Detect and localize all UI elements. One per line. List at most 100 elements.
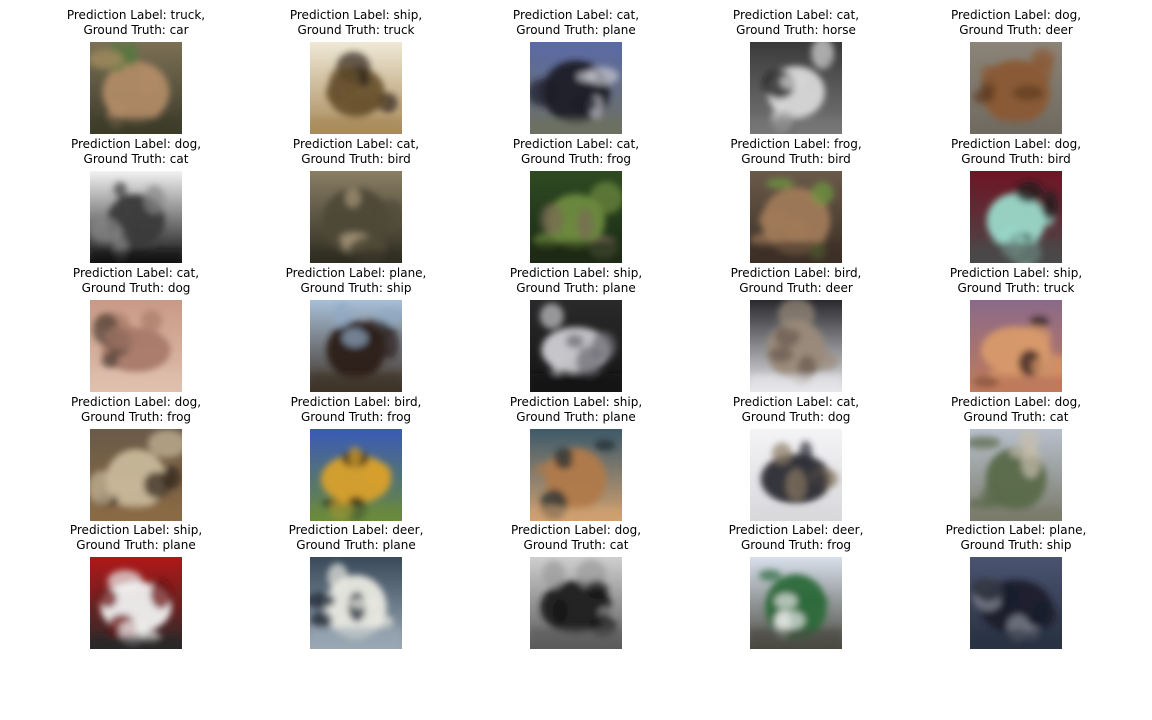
bird-branch-thumbnail <box>90 300 182 392</box>
panel-caption: Prediction Label: frog, Ground Truth: bir… <box>696 137 896 167</box>
ground-truth-label: Ground Truth: car <box>83 23 189 37</box>
fire-truck-thumbnail <box>90 557 182 649</box>
ground-truth-label: Ground Truth: frog <box>80 410 192 424</box>
prediction-label: Prediction Label: truck, <box>66 8 206 22</box>
panel-caption: Prediction Label: ship, Ground Truth: tru… <box>256 8 456 38</box>
image-panel: Prediction Label: cat, Ground Truth: bird <box>256 137 456 266</box>
image-panel: Prediction Label: dog, Ground Truth: cat <box>476 523 676 652</box>
panel-caption: Prediction Label: dog, Ground Truth: cat <box>916 395 1116 425</box>
prediction-label: Prediction Label: bird, <box>730 266 862 280</box>
prediction-label: Prediction Label: dog, <box>950 8 1082 22</box>
ground-truth-label: Ground Truth: cat <box>83 152 189 166</box>
ground-truth-label: Ground Truth: frog <box>740 538 852 552</box>
image-panel: Prediction Label: ship, Ground Truth: pla… <box>476 395 676 524</box>
ground-truth-label: Ground Truth: dog <box>741 410 851 424</box>
ground-truth-label: Ground Truth: bird <box>301 152 411 166</box>
panel-caption: Prediction Label: dog, Ground Truth: cat <box>476 523 676 553</box>
image-panel: Prediction Label: bird, Ground Truth: fro… <box>256 395 456 524</box>
prediction-label: Prediction Label: plane, <box>285 266 427 280</box>
ground-truth-label: Ground Truth: frog <box>300 410 412 424</box>
silver-car-thumbnail <box>530 300 622 392</box>
panel-caption: Prediction Label: cat, Ground Truth: dog <box>696 395 896 425</box>
prediction-label: Prediction Label: ship, <box>509 395 643 409</box>
panel-caption: Prediction Label: dog, Ground Truth: bird <box>916 137 1116 167</box>
image-panel: Prediction Label: ship, Ground Truth: pla… <box>476 266 676 395</box>
ground-truth-label: Ground Truth: frog <box>520 152 632 166</box>
prediction-label: Prediction Label: cat, <box>292 137 420 151</box>
frog-closeup-thumbnail <box>750 300 842 392</box>
ground-truth-label: Ground Truth: truck <box>297 23 415 37</box>
prediction-label: Prediction Label: bird, <box>290 395 422 409</box>
panel-caption: Prediction Label: cat, Ground Truth: bird <box>256 137 456 167</box>
panel-caption: Prediction Label: cat, Ground Truth: plan… <box>476 8 676 38</box>
image-panel: Prediction Label: dog, Ground Truth: cat <box>36 137 236 266</box>
panel-caption: Prediction Label: truck, Ground Truth: ca… <box>36 8 236 38</box>
panel-caption: Prediction Label: deer, Ground Truth: pla… <box>256 523 456 553</box>
prediction-label: Prediction Label: cat, <box>512 137 640 151</box>
ground-truth-label: Ground Truth: cat <box>963 410 1069 424</box>
image-panel: Prediction Label: dog, Ground Truth: cat <box>916 395 1116 524</box>
prediction-label: Prediction Label: cat, <box>512 8 640 22</box>
prediction-label: Prediction Label: cat, <box>732 395 860 409</box>
ground-truth-label: Ground Truth: plane <box>516 410 636 424</box>
deer-brown-thumbnail <box>970 42 1062 134</box>
tow-truck-thumbnail <box>750 557 842 649</box>
image-panel: Prediction Label: frog, Ground Truth: bir… <box>696 137 896 266</box>
image-panel: Prediction Label: plane, Ground Truth: sh… <box>916 523 1116 652</box>
prediction-label: Prediction Label: ship, <box>949 266 1083 280</box>
prediction-label: Prediction Label: ship, <box>289 8 423 22</box>
frog-thumbnail <box>310 171 402 263</box>
prediction-label: Prediction Label: plane, <box>945 523 1087 537</box>
frog-brown-thumbnail <box>750 171 842 263</box>
panel-caption: Prediction Label: deer, Ground Truth: fro… <box>696 523 896 553</box>
ground-truth-label: Ground Truth: deer <box>959 23 1073 37</box>
truck-thumbnail <box>530 42 622 134</box>
panel-caption: Prediction Label: ship, Ground Truth: pla… <box>36 523 236 553</box>
prediction-label: Prediction Label: dog, <box>950 137 1082 151</box>
ground-truth-label: Ground Truth: dog <box>81 281 191 295</box>
ground-truth-label: Ground Truth: plane <box>76 538 196 552</box>
dog-face-thumbnail <box>310 42 402 134</box>
prediction-label: Prediction Label: deer, <box>288 523 424 537</box>
image-panel: Prediction Label: plane, Ground Truth: sh… <box>256 266 456 395</box>
prediction-label: Prediction Label: dog, <box>950 395 1082 409</box>
deer-thumbnail <box>90 42 182 134</box>
image-panel: Prediction Label: cat, Ground Truth: dog <box>696 395 896 524</box>
ground-truth-label: Ground Truth: plane <box>516 23 636 37</box>
panel-caption: Prediction Label: cat, Ground Truth: hors… <box>696 8 896 38</box>
prediction-label: Prediction Label: frog, <box>730 137 862 151</box>
ground-truth-label: Ground Truth: deer <box>739 281 853 295</box>
dog-dark-thumbnail <box>970 171 1062 263</box>
eagle-thumbnail <box>310 300 402 392</box>
ship-thumbnail <box>310 557 402 649</box>
cat-tabby-thumbnail <box>90 429 182 521</box>
prediction-label: Prediction Label: cat, <box>72 266 200 280</box>
truck-yellow-thumbnail <box>310 429 402 521</box>
image-panel: Prediction Label: ship, Ground Truth: tru… <box>256 8 456 137</box>
jet-sunset-thumbnail <box>970 300 1062 392</box>
horse-statue-thumbnail <box>530 557 622 649</box>
image-panel: Prediction Label: cat, Ground Truth: dog <box>36 266 236 395</box>
ground-truth-label: Ground Truth: bird <box>961 152 1071 166</box>
ground-truth-label: Ground Truth: truck <box>957 281 1075 295</box>
panel-caption: Prediction Label: dog, Ground Truth: deer <box>916 8 1116 38</box>
image-panel: Prediction Label: cat, Ground Truth: plan… <box>476 8 676 137</box>
panel-caption: Prediction Label: dog, Ground Truth: cat <box>36 137 236 167</box>
plane-small-thumbnail <box>750 429 842 521</box>
panel-caption: Prediction Label: bird, Ground Truth: fro… <box>256 395 456 425</box>
old-car-thumbnail <box>90 171 182 263</box>
prediction-label: Prediction Label: ship, <box>509 266 643 280</box>
prediction-label: Prediction Label: dog, <box>510 523 642 537</box>
prediction-label: Prediction Label: cat, <box>732 8 860 22</box>
image-panel: Prediction Label: deer, Ground Truth: pla… <box>256 523 456 652</box>
prediction-label: Prediction Label: dog, <box>70 137 202 151</box>
prediction-label: Prediction Label: deer, <box>728 523 864 537</box>
ground-truth-label: Ground Truth: plane <box>296 538 416 552</box>
ground-truth-label: Ground Truth: horse <box>736 23 856 37</box>
ground-truth-label: Ground Truth: ship <box>300 281 412 295</box>
panel-caption: Prediction Label: ship, Ground Truth: pla… <box>476 266 676 296</box>
panel-caption: Prediction Label: cat, Ground Truth: frog <box>476 137 676 167</box>
prediction-label: Prediction Label: dog, <box>70 395 202 409</box>
panel-caption: Prediction Label: plane, Ground Truth: sh… <box>916 523 1116 553</box>
